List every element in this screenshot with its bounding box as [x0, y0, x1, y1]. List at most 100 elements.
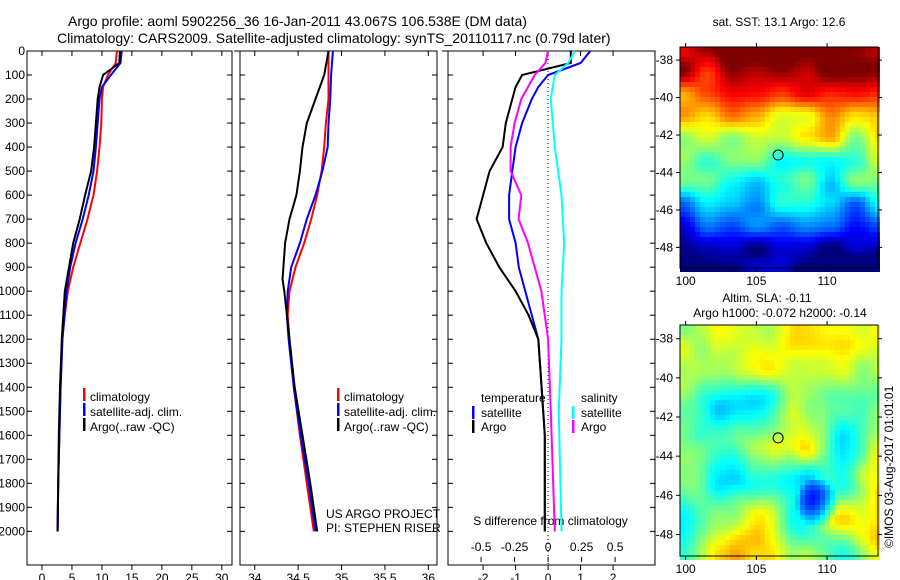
map-cell — [825, 237, 830, 242]
map-cell — [695, 340, 700, 345]
map-cell — [840, 345, 845, 350]
map-cell — [745, 415, 750, 420]
map-cell — [815, 192, 820, 197]
map-cell — [870, 420, 875, 425]
map-cell — [765, 152, 770, 157]
map-cell — [830, 257, 835, 262]
map-cell — [810, 52, 815, 57]
map-cell — [725, 345, 730, 350]
map-cell — [800, 82, 805, 87]
map-cell — [750, 137, 755, 142]
map-cell — [765, 207, 770, 212]
map-cell — [840, 385, 845, 390]
map-cell — [780, 335, 785, 340]
map-cell — [680, 62, 685, 67]
map-cell — [800, 182, 805, 187]
map-cell — [810, 525, 815, 530]
map-cell — [820, 72, 825, 77]
map-cell — [855, 152, 860, 157]
map-cell — [870, 182, 875, 187]
map-cell — [790, 112, 795, 117]
map-cell — [705, 62, 710, 67]
map-cell — [805, 127, 810, 132]
map-cell — [770, 515, 775, 520]
map-cell — [680, 237, 685, 242]
map-cell — [870, 335, 875, 340]
map-cell — [685, 137, 690, 142]
map-cell — [835, 430, 840, 435]
map-cell — [810, 202, 815, 207]
map-cell — [820, 455, 825, 460]
map-cell — [695, 480, 700, 485]
map-cell — [845, 490, 850, 495]
map-cell — [800, 520, 805, 525]
map-cell — [870, 515, 875, 520]
map-cell — [725, 405, 730, 410]
map-cell — [695, 490, 700, 495]
map-cell — [730, 500, 735, 505]
map-cell — [785, 187, 790, 192]
map-cell — [845, 147, 850, 152]
map-cell — [860, 167, 865, 172]
map-cell — [855, 450, 860, 455]
map-cell — [800, 107, 805, 112]
map-cell — [685, 62, 690, 67]
map-cell — [730, 415, 735, 420]
map-cell — [830, 555, 835, 560]
map-cell — [695, 87, 700, 92]
map-cell — [790, 82, 795, 87]
map-cell — [760, 465, 765, 470]
map-cell — [815, 247, 820, 252]
map-cell — [820, 370, 825, 375]
map-cell — [775, 152, 780, 157]
map-cell — [730, 177, 735, 182]
map-cell — [855, 132, 860, 137]
lat-tick-label: -42 — [656, 410, 674, 424]
map-cell — [805, 67, 810, 72]
map-cell — [855, 247, 860, 252]
map-cell — [815, 202, 820, 207]
map-cell — [705, 212, 710, 217]
map-cell — [855, 325, 860, 330]
map-cell — [710, 232, 715, 237]
map-cell — [850, 490, 855, 495]
map-cell — [860, 430, 865, 435]
map-cell — [775, 385, 780, 390]
map-cell — [855, 430, 860, 435]
map-cell — [810, 530, 815, 535]
map-cell — [815, 197, 820, 202]
map-cell — [800, 535, 805, 540]
map-cell — [730, 82, 735, 87]
map-cell — [760, 475, 765, 480]
map-cell — [830, 380, 835, 385]
map-cell — [730, 490, 735, 495]
map-cell — [780, 162, 785, 167]
map-cell — [745, 147, 750, 152]
map-cell — [695, 535, 700, 540]
map-cell — [835, 375, 840, 380]
map-cell — [850, 370, 855, 375]
map-cell — [720, 167, 725, 172]
map-cell — [830, 152, 835, 157]
map-cell — [740, 207, 745, 212]
map-cell — [710, 395, 715, 400]
map-cell — [805, 510, 810, 515]
map-cell — [725, 172, 730, 177]
map-cell — [695, 455, 700, 460]
map-cell — [735, 450, 740, 455]
map-cell — [705, 405, 710, 410]
map-cell — [715, 510, 720, 515]
map-cell — [775, 465, 780, 470]
map-cell — [840, 555, 845, 560]
map-cell — [820, 465, 825, 470]
map-cell — [860, 410, 865, 415]
map-cell — [795, 350, 800, 355]
map-cell — [715, 380, 720, 385]
map-cell — [745, 222, 750, 227]
map-cell — [780, 490, 785, 495]
map-cell — [760, 227, 765, 232]
map-cell — [785, 177, 790, 182]
map-cell — [790, 192, 795, 197]
map-cell — [725, 207, 730, 212]
map-cell — [720, 550, 725, 555]
